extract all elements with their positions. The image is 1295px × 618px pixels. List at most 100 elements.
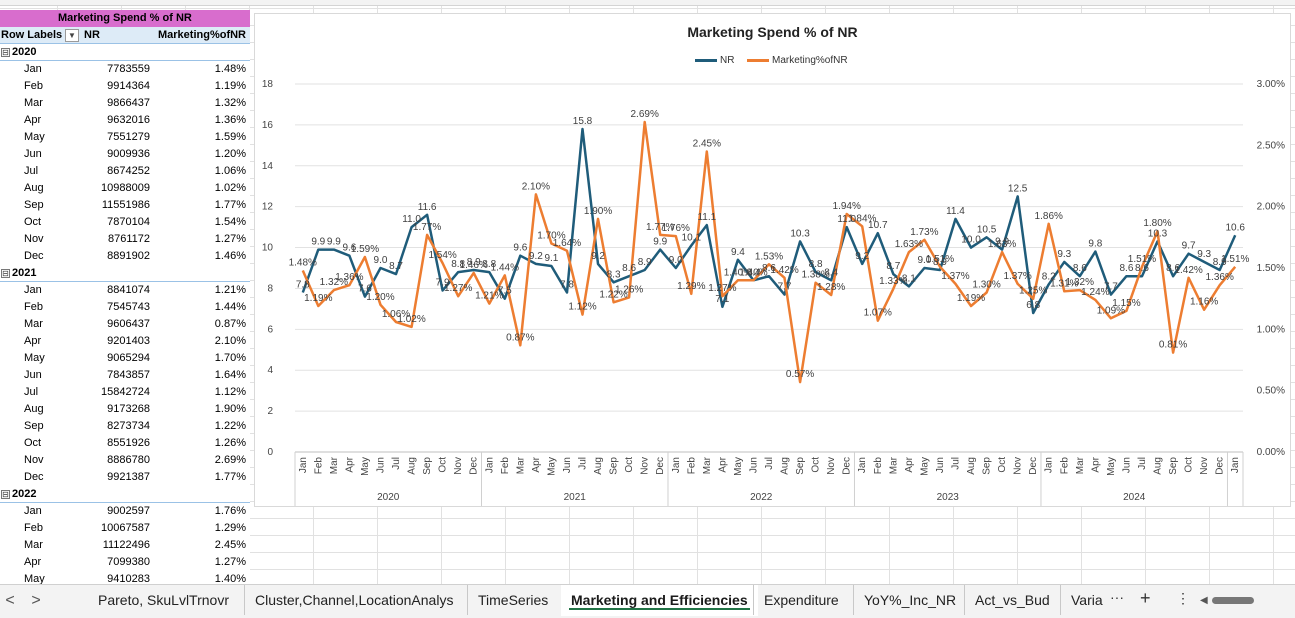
x-month-label: Jan: [1044, 457, 1055, 473]
marketing-data-label: 1.40%: [724, 267, 752, 278]
x-month-label: Jun: [375, 457, 386, 473]
sheet-tab-bar: < > Pareto, SkuLvlTrnovr Cluster,Channel…: [0, 584, 1295, 618]
pivot-month-row[interactable]: Apr 7099380 1.27%: [0, 554, 250, 571]
pivot-month-row[interactable]: Nov 8761172 1.27%: [0, 231, 250, 248]
marketing-pct-value: 1.21%: [214, 284, 246, 296]
nr-data-label: 7.6: [358, 284, 372, 295]
month-label: Mar: [24, 539, 43, 551]
collapse-toggle-icon[interactable]: ⊟: [1, 48, 10, 57]
pivot-month-row[interactable]: Oct 8551926 1.26%: [0, 435, 250, 452]
marketing-pct-value: 1.27%: [214, 233, 246, 245]
tab-act-vs-bud[interactable]: Act_vs_Bud: [964, 585, 1060, 615]
pivot-month-row[interactable]: Mar 11122496 2.45%: [0, 537, 250, 554]
tab-marketing-efficiencies[interactable]: Marketing and Efficiencies: [561, 585, 758, 616]
pivot-month-row[interactable]: Jun 9009936 1.20%: [0, 146, 250, 163]
nr-data-label: 11.4: [946, 206, 965, 217]
month-label: Feb: [24, 522, 43, 534]
pivot-month-row[interactable]: Sep 11551986 1.77%: [0, 197, 250, 214]
x-month-label: Feb: [686, 457, 697, 475]
pivot-month-row[interactable]: Sep 8273734 1.22%: [0, 418, 250, 435]
pivot-month-row[interactable]: Jan 9002597 1.76%: [0, 503, 250, 520]
pivot-month-row[interactable]: May 7551279 1.59%: [0, 129, 250, 146]
series-line-nr: [301, 127, 1237, 315]
x-month-label: Feb: [873, 457, 884, 475]
pivot-month-row[interactable]: Feb 9914364 1.19%: [0, 78, 250, 95]
nr-data-label: 9.6: [342, 243, 356, 254]
marketing-chart[interactable]: Marketing Spend % of NR 0 2 4 6 8 10 12 14 16 18 0…: [254, 13, 1291, 507]
marketing-pct-value: 1.02%: [214, 182, 246, 194]
marketing-data-label: 2.69%: [630, 109, 658, 120]
marketing-data-label: 1.33%: [879, 276, 907, 287]
pivot-month-row[interactable]: Jan 7783559 1.48%: [0, 61, 250, 78]
pivot-table[interactable]: Marketing Spend % of NR Row Labels ▼ NR …: [0, 10, 250, 584]
ellipsis-icon[interactable]: ···: [1110, 589, 1124, 605]
pivot-month-row[interactable]: Jan 8841074 1.21%: [0, 282, 250, 299]
pivot-month-row[interactable]: Jul 8674252 1.06%: [0, 163, 250, 180]
pivot-month-row[interactable]: Mar 9606437 0.87%: [0, 316, 250, 333]
chart-plot: 0 2 4 6 8 10 12 14 16 18 0.00% 0.50% 1.00% 1.50% 2.00%…: [262, 79, 1285, 506]
pivot-month-row[interactable]: Dec 9921387 1.77%: [0, 469, 250, 486]
pivot-month-row[interactable]: Oct 7870104 1.54%: [0, 214, 250, 231]
x-month-label: Oct: [997, 457, 1008, 473]
vertical-ellipsis-icon[interactable]: ⋮: [1176, 590, 1190, 606]
month-label: Jan: [24, 505, 42, 517]
month-label: Aug: [24, 182, 44, 194]
marketing-data-label: 1.42%: [1174, 265, 1202, 276]
tab-expenditure[interactable]: Expenditure: [753, 585, 849, 615]
pivot-month-row[interactable]: Aug 10988009 1.02%: [0, 180, 250, 197]
horizontal-scrollbar[interactable]: [1212, 597, 1254, 604]
x-year-label: 2023: [937, 492, 960, 503]
chevron-left-icon[interactable]: <: [5, 592, 15, 609]
nr-data-label: 9.9: [311, 237, 325, 248]
pivot-month-row[interactable]: Jun 7843857 1.64%: [0, 367, 250, 384]
nr-value: 8841074: [107, 284, 150, 296]
nr-data-label: 8.9: [933, 257, 947, 268]
nr-value: 15842724: [101, 386, 150, 398]
nr-value: 9632016: [107, 114, 150, 126]
pivot-month-row[interactable]: Aug 9173268 1.90%: [0, 401, 250, 418]
nr-data-label: 8.6: [1135, 263, 1149, 274]
nr-data-label: 9.0: [669, 255, 683, 266]
marketing-data-label: 1.37%: [1003, 271, 1031, 282]
x-month-label: Mar: [515, 456, 526, 474]
x-month-label: Nov: [640, 457, 651, 475]
pivot-month-row[interactable]: Mar 9866437 1.32%: [0, 95, 250, 112]
marketing-data-label: 0.87%: [506, 332, 534, 343]
tab-pareto[interactable]: Pareto, SkuLvlTrnovr: [98, 592, 229, 608]
collapse-toggle-icon[interactable]: ⊟: [1, 490, 10, 499]
pivot-header-row: Row Labels ▼ NR Marketing%ofNR: [0, 27, 250, 44]
pivot-year-row[interactable]: ⊟ 2020: [0, 44, 250, 61]
row-labels-header[interactable]: Row Labels: [1, 29, 63, 41]
marketing-data-label: 1.22%: [599, 289, 627, 300]
nr-value: 8761172: [107, 233, 150, 245]
pivot-month-row[interactable]: Nov 8886780 2.69%: [0, 452, 250, 469]
pivot-month-row[interactable]: Dec 8891902 1.46%: [0, 248, 250, 265]
chevron-right-icon[interactable]: >: [31, 592, 41, 609]
marketing-data-label: 1.40%: [739, 267, 767, 278]
nr-data-label: 15.8: [573, 116, 593, 127]
marketing-data-label: 1.51%: [1128, 254, 1156, 265]
tab-timeseries[interactable]: TimeSeries: [467, 585, 558, 615]
nr-column-header[interactable]: NR: [84, 29, 100, 41]
pivot-year-row[interactable]: ⊟ 2022: [0, 486, 250, 503]
collapse-toggle-icon[interactable]: ⊟: [1, 269, 10, 278]
pivot-month-row[interactable]: Apr 9632016 1.36%: [0, 112, 250, 129]
pivot-month-row[interactable]: Feb 10067587 1.29%: [0, 520, 250, 537]
filter-dropdown-icon[interactable]: ▼: [65, 29, 79, 42]
pivot-month-row[interactable]: Jul 15842724 1.12%: [0, 384, 250, 401]
pivot-year-row[interactable]: ⊟ 2021: [0, 265, 250, 282]
marketing-column-header[interactable]: Marketing%ofNR: [157, 29, 246, 41]
y-right-tick-label: 1.50%: [1257, 263, 1285, 274]
scroll-left-icon[interactable]: ◀: [1200, 595, 1208, 606]
pivot-month-row[interactable]: Feb 7545743 1.44%: [0, 299, 250, 316]
tab-yoy-inc-nr[interactable]: YoY%_Inc_NR: [853, 585, 966, 615]
tab-varia[interactable]: Varia: [1060, 585, 1113, 615]
plus-icon[interactable]: +: [1140, 588, 1151, 608]
nr-data-label: 12.5: [1008, 183, 1028, 194]
marketing-data-label: 1.44%: [491, 262, 519, 273]
pivot-month-row[interactable]: May 9410283 1.40%: [0, 571, 250, 584]
tab-cluster-channel[interactable]: Cluster,Channel,LocationAnalys: [244, 585, 463, 615]
pivot-month-row[interactable]: May 9065294 1.70%: [0, 350, 250, 367]
x-month-label: Aug: [1153, 457, 1164, 475]
pivot-month-row[interactable]: Apr 9201403 2.10%: [0, 333, 250, 350]
